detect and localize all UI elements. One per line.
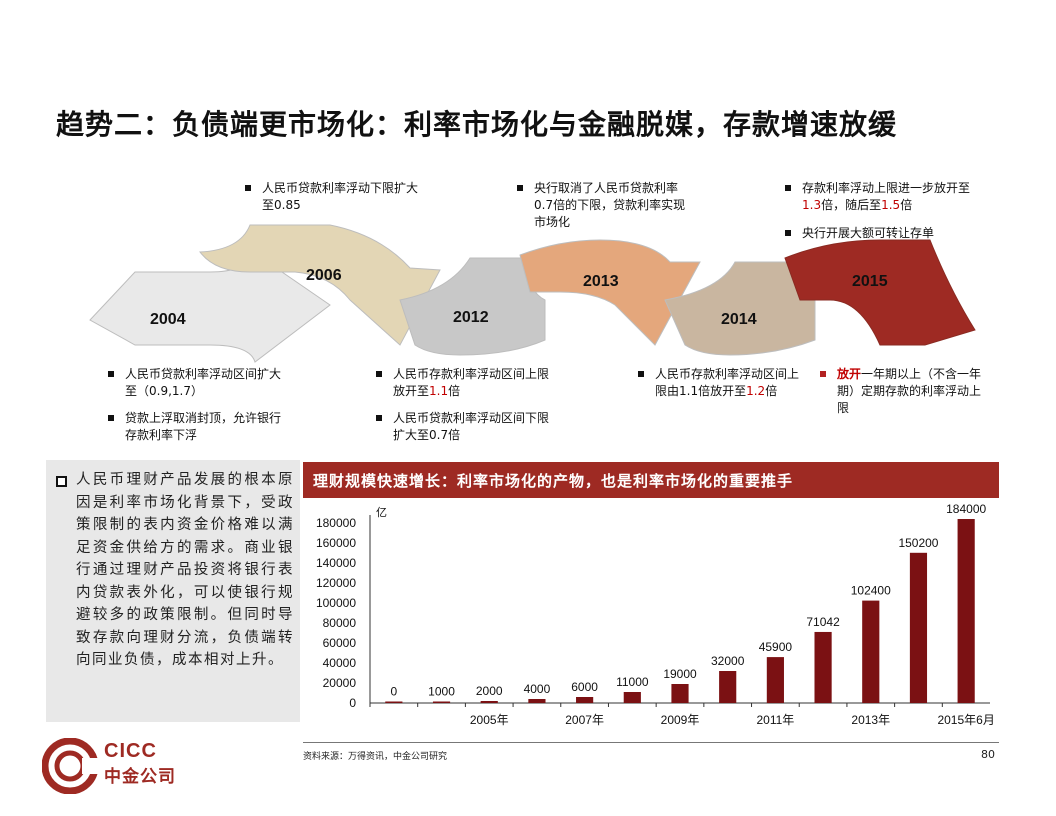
bar-2014年: [909, 552, 928, 703]
highlight-value: 1.2: [746, 384, 766, 398]
y-tick-label: 180000: [316, 516, 356, 530]
bullet-icon: [245, 185, 251, 191]
bar-2011年: [766, 657, 784, 703]
y-tick-label: 20000: [323, 676, 357, 690]
data-label: 150200: [898, 536, 938, 550]
data-label: 4000: [524, 682, 551, 696]
note-2012-b: 人民币贷款利率浮动区间下限扩大至0.7倍: [376, 410, 556, 444]
data-label: 45900: [759, 640, 793, 654]
bullet-icon: [638, 371, 644, 377]
timeline-year-2012: 2012: [453, 309, 489, 326]
explanation-box: 人民币理财产品发展的根本原因是利率市场化背景下，受政策限制的表内资金价格难以满足…: [46, 460, 300, 722]
bar-2008年: [623, 692, 641, 703]
bar-2009年: [671, 684, 689, 703]
x-tick-label: 2009年: [661, 713, 700, 727]
timeline-arrow-2015: [784, 239, 976, 346]
note-2013: 央行取消了人民币贷款利率0.7倍的下限，贷款利率实现市场化: [517, 180, 697, 231]
note-2012-a: 人民币存款利率浮动区间上限放开至1.1倍: [376, 366, 556, 400]
timeline-arrow-2014: [664, 261, 816, 356]
bullet-icon: [108, 415, 114, 421]
chart-title-bar: 理财规模快速增长：利率市场化的产物，也是利率市场化的重要推手: [303, 462, 999, 498]
timeline-year-2004: 2004: [150, 311, 186, 328]
x-tick-label: 2005年: [470, 713, 509, 727]
bullet-icon: [108, 371, 114, 377]
bar-2003年: [385, 701, 403, 703]
page-number: 80: [981, 748, 995, 761]
timeline-arrows: 2004 2006 2012 2013 2014 2015: [89, 224, 976, 363]
chart-title: 理财规模快速增长：利率市场化的产物，也是利率市场化的重要推手: [313, 472, 794, 490]
x-tick-label: 2015年6月: [937, 713, 994, 727]
bar-2012年: [814, 631, 832, 703]
note-2004-a: 人民币贷款利率浮动区间扩大至（0.9,1.7）: [108, 366, 288, 400]
x-tick-label: 2011年: [756, 713, 794, 727]
data-label: 184000: [946, 502, 986, 516]
x-tick-label: 2013年: [851, 713, 890, 727]
highlight-value: 1.3: [802, 198, 822, 212]
highlight-value: 1.1: [429, 384, 449, 398]
bar-2007年: [576, 697, 594, 703]
wealth-product-bar-chart: 亿020000400006000080000100000120000140000…: [316, 502, 995, 727]
y-axis-unit-label: 亿: [376, 506, 387, 519]
page-title: 趋势二：负债端更市场化：利率市场化与金融脱媒，存款增速放缓: [56, 108, 898, 141]
note-2015-c: 放开一年期以上（不含一年期）定期存款的利率浮动上限: [820, 366, 990, 417]
cicc-logo-icon: [42, 738, 102, 794]
data-label: 32000: [711, 654, 745, 668]
note-2004-b: 贷款上浮取消封顶，允许银行存款利率下浮: [108, 410, 288, 444]
data-label: 71042: [806, 615, 840, 629]
highlight-value: 1.5: [881, 198, 901, 212]
source-note: 资料来源：万得资讯，中金公司研究: [303, 752, 448, 762]
bar-2013年: [862, 600, 880, 703]
note-2015-b: 央行开展大额可转让存单: [785, 225, 980, 242]
x-tick-label: 2007年: [565, 713, 604, 727]
checkbox-bullet-icon: [56, 476, 67, 487]
note-2006: 人民币贷款利率浮动下限扩大至0.85: [245, 180, 420, 214]
bullet-icon: [820, 371, 826, 377]
timeline-year-2013: 2013: [583, 273, 619, 290]
note-2014: 人民币存款利率浮动区间上限由1.1倍放开至1.2倍: [638, 366, 803, 400]
y-tick-label: 80000: [323, 616, 357, 630]
timeline-year-2014: 2014: [721, 311, 757, 328]
bar-2015年6月: [957, 519, 975, 703]
y-tick-label: 40000: [323, 656, 357, 670]
bullet-icon: [785, 230, 791, 236]
data-label: 0: [391, 685, 398, 699]
bullet-icon: [376, 371, 382, 377]
timeline-arrow-2012: [399, 257, 546, 356]
y-tick-label: 160000: [316, 536, 356, 550]
note-2015-a: 存款利率浮动上限进一步放开至1.3倍，随后至1.5倍: [785, 180, 980, 214]
bar-2006年: [528, 699, 546, 703]
data-label: 1000: [428, 685, 455, 699]
bullet-icon: [785, 185, 791, 191]
bar-2010年: [719, 671, 737, 703]
timeline-year-2006: 2006: [306, 267, 342, 284]
y-tick-label: 140000: [316, 556, 356, 570]
data-label: 102400: [851, 584, 891, 598]
bar-2005年: [480, 701, 498, 703]
data-label: 6000: [571, 680, 598, 694]
data-label: 19000: [663, 667, 697, 681]
footer-divider: [303, 742, 999, 743]
data-label: 11000: [616, 675, 649, 689]
timeline-year-2015: 2015: [852, 273, 888, 290]
bar-2004年: [432, 701, 451, 703]
bullet-icon: [376, 415, 382, 421]
y-tick-label: 0: [349, 696, 356, 710]
timeline-arrow-2013: [519, 239, 701, 346]
y-tick-label: 120000: [316, 576, 356, 590]
logo-text-en: CICC: [104, 740, 157, 762]
y-tick-label: 60000: [323, 636, 357, 650]
timeline-arrow-2004: [89, 249, 331, 363]
timeline-arrow-2006: [199, 224, 441, 346]
logo-text-cn: 中金公司: [104, 767, 176, 787]
y-tick-label: 100000: [316, 596, 356, 610]
explanation-text: 人民币理财产品发展的根本原因是利率市场化背景下，受政策限制的表内资金价格难以满足…: [76, 472, 294, 668]
bullet-icon: [517, 185, 523, 191]
data-label: 2000: [476, 684, 503, 698]
